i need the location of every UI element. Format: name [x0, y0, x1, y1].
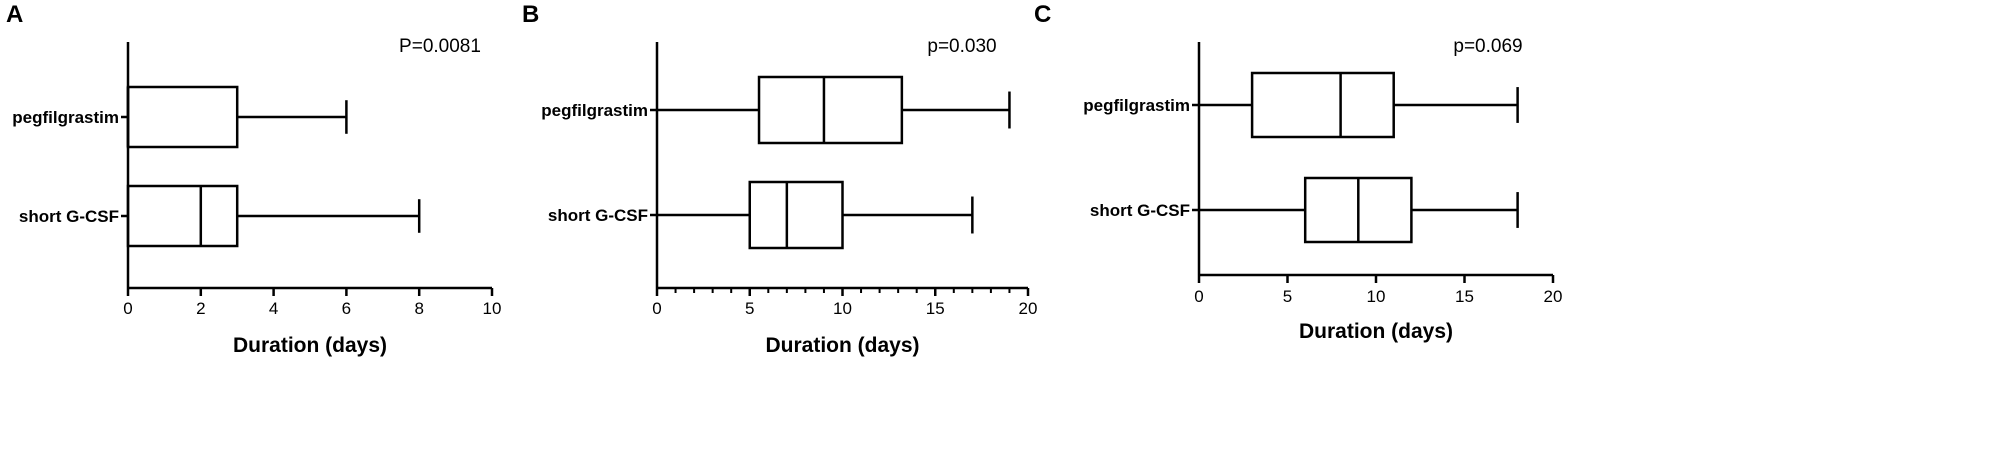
- x-tick-label-c-0: 0: [1194, 287, 1203, 306]
- x-tick-label-a-0: 0: [123, 299, 132, 318]
- x-tick-label-b-1: 5: [745, 299, 754, 318]
- x-tick-label-b-0: 0: [652, 299, 661, 318]
- box-b-pegfilgrastim: [757, 75, 904, 145]
- category-label-a-short-g-csf: short G-CSF: [19, 207, 119, 226]
- x-tick-label-c-4: 20: [1544, 287, 1563, 306]
- category-label-b-pegfilgrastim: pegfilgrastim: [541, 101, 648, 120]
- p-value-b: p=0.030: [927, 36, 996, 57]
- box-a-short-g-csf: [126, 184, 239, 248]
- x-tick-label-c-2: 10: [1367, 287, 1386, 306]
- x-tick-label-a-1: 2: [196, 299, 205, 318]
- x-tick-label-b-3: 15: [926, 299, 945, 318]
- x-axis-title-a: Duration (days): [233, 334, 387, 357]
- p-value-a: P=0.0081: [399, 36, 481, 57]
- x-axis-title-b: Duration (days): [765, 334, 919, 357]
- panel-letter-a: A: [6, 1, 23, 28]
- category-label-c-pegfilgrastim: pegfilgrastim: [1083, 96, 1190, 115]
- panel-letter-b: B: [522, 1, 539, 28]
- category-label-b-short-g-csf: short G-CSF: [548, 206, 648, 225]
- box-a-pegfilgrastim: [126, 85, 239, 149]
- x-tick-label-a-2: 4: [269, 299, 278, 318]
- x-tick-label-a-3: 6: [342, 299, 351, 318]
- p-value-c: p=0.069: [1453, 36, 1522, 57]
- x-tick-label-c-3: 15: [1455, 287, 1474, 306]
- x-tick-label-b-2: 10: [833, 299, 852, 318]
- x-axis-title-c: Duration (days): [1299, 320, 1453, 343]
- category-label-c-short-g-csf: short G-CSF: [1090, 201, 1190, 220]
- x-tick-label-a-5: 10: [483, 299, 502, 318]
- box-c-pegfilgrastim: [1250, 71, 1395, 139]
- x-tick-label-a-4: 8: [414, 299, 423, 318]
- box-b-short-g-csf: [748, 180, 844, 250]
- x-tick-label-c-1: 5: [1283, 287, 1292, 306]
- category-label-a-pegfilgrastim: pegfilgrastim: [12, 108, 119, 127]
- x-tick-label-b-4: 20: [1019, 299, 1038, 318]
- panel-letter-c: C: [1034, 1, 1051, 28]
